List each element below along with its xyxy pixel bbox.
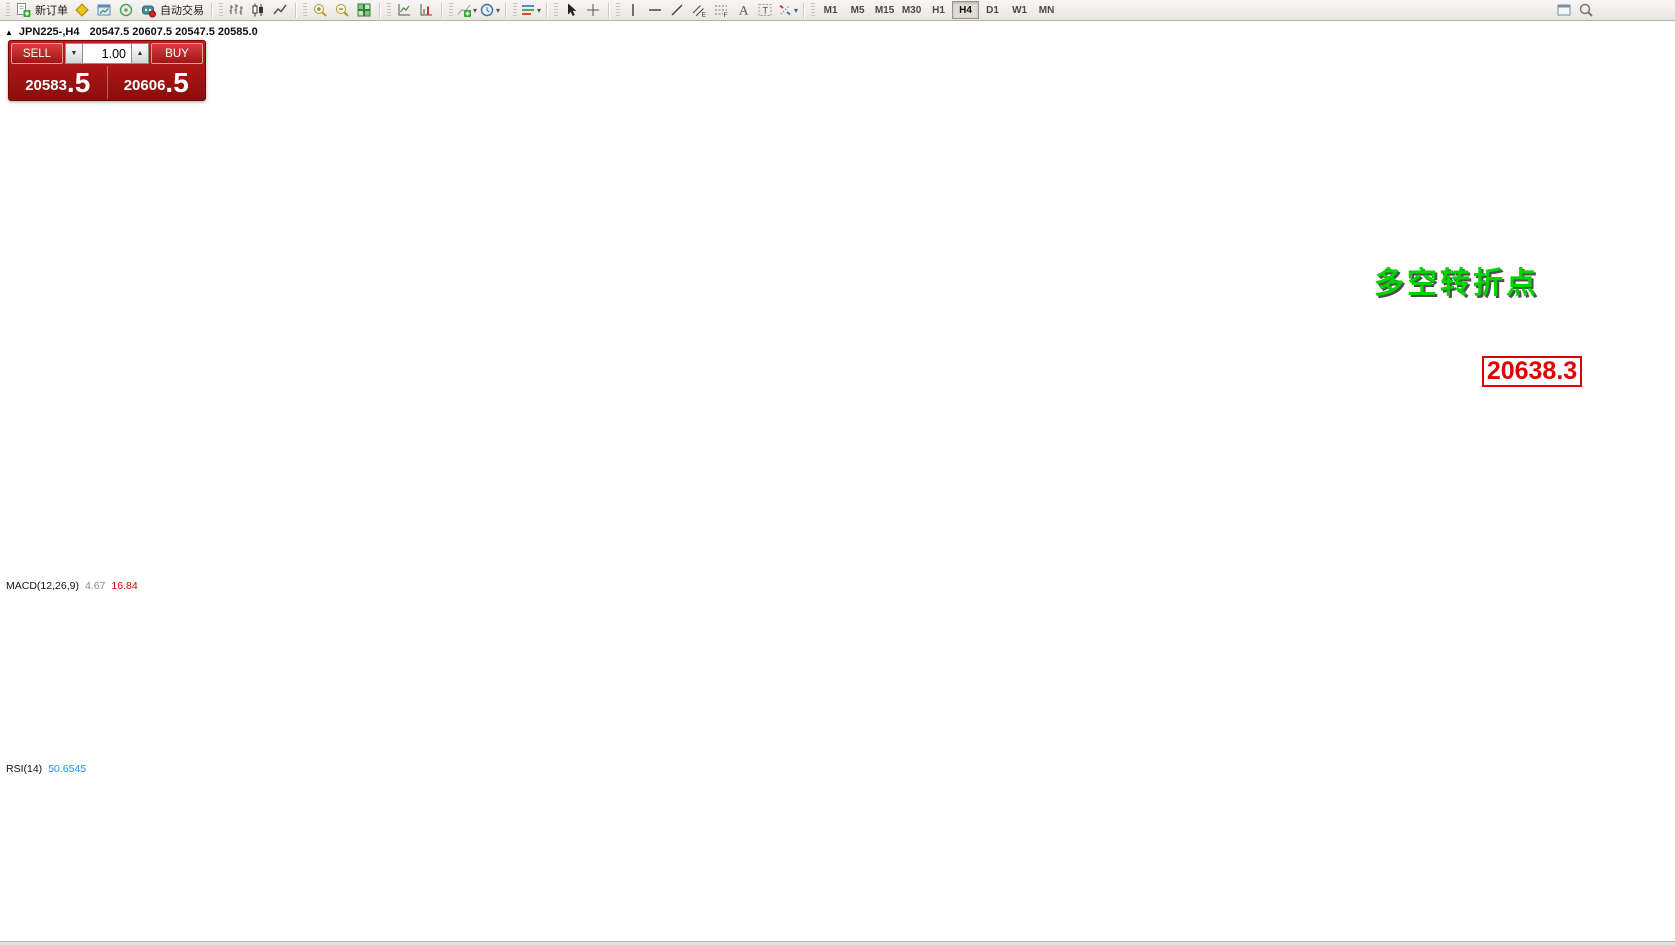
macd-label: MACD(12,26,9) 4.67 16.84 <box>6 580 138 592</box>
toolbar-grip[interactable] <box>449 3 453 17</box>
toolbar-grip[interactable] <box>303 3 307 17</box>
bar-chart-icon[interactable] <box>225 0 247 20</box>
window-edge <box>0 941 1675 945</box>
crosshair-icon[interactable] <box>582 0 604 20</box>
autotrading-icon[interactable] <box>137 0 159 20</box>
indicator-window-icon[interactable] <box>393 0 415 20</box>
volume-up-button[interactable]: ▲ <box>131 43 149 64</box>
symbol-period-label: JPN225-,H4 <box>18 26 80 38</box>
toolbar-separator <box>505 2 508 18</box>
chevron-down-icon[interactable]: ▾ <box>496 5 501 15</box>
svg-text:E: E <box>702 12 707 19</box>
quote-bar: ▲ JPN225-,H4 20547.5 20607.5 20547.5 205… <box>5 26 258 38</box>
volume-input[interactable] <box>83 43 131 64</box>
timeframe-m5-button[interactable]: M5 <box>850 4 865 16</box>
toolbar-grip[interactable] <box>554 3 559 17</box>
label-icon[interactable]: T <box>754 0 776 20</box>
arrow-objects-icon[interactable]: ▾ <box>776 0 799 20</box>
toolbar-separator <box>441 2 443 18</box>
one-click-trading-panel: SELL ▼ ▲ BUY 20583 .5 20606 .5 <box>8 40 206 101</box>
channel-icon[interactable]: E <box>688 0 710 20</box>
toolbar-grip[interactable] <box>387 3 391 17</box>
add-indicator-icon[interactable]: ▾ <box>455 0 478 20</box>
new-order-icon[interactable] <box>12 0 34 20</box>
toolbar-grip[interactable] <box>219 3 223 17</box>
timeframe-d1-button[interactable]: D1 <box>986 4 999 16</box>
toolbar-separator <box>608 2 611 18</box>
volume-down-button[interactable]: ▼ <box>65 43 83 64</box>
ohlc-quote-label: 20547.5 20607.5 20547.5 20585.0 <box>89 26 258 38</box>
toolbar-separator <box>379 2 381 18</box>
trendline-icon[interactable] <box>666 0 688 20</box>
toolbar-grip[interactable] <box>513 3 518 17</box>
new-chart-icon[interactable] <box>93 0 115 20</box>
tile-windows-icon[interactable] <box>353 0 375 20</box>
rsi-label: RSI(14) 50.6545 <box>6 763 87 775</box>
sell-price[interactable]: 20583 .5 <box>25 66 91 98</box>
chevron-down-icon[interactable]: ▾ <box>473 5 478 15</box>
svg-text:A: A <box>739 3 749 18</box>
svg-text:F: F <box>724 12 728 18</box>
timeframe-h4-button[interactable]: H4 <box>952 1 980 19</box>
timeframe-m1-button[interactable]: M1 <box>823 4 838 16</box>
buy-price[interactable]: 20606 .5 <box>106 66 206 99</box>
timeframe-h1-button[interactable]: H1 <box>932 4 945 16</box>
chevron-down-icon[interactable]: ▾ <box>537 5 542 15</box>
autotrading-label[interactable]: 自动交易 <box>160 5 204 17</box>
toolbar-separator <box>295 2 297 18</box>
chevron-down-icon[interactable]: ▾ <box>794 5 799 15</box>
svg-text:T: T <box>763 6 769 16</box>
templates-icon[interactable]: ▾ <box>519 0 542 20</box>
timeframe-mn-button[interactable]: MN <box>1038 4 1055 16</box>
turning-point-annotation: 多空转折点 <box>1374 267 1539 300</box>
collapse-panel-icon[interactable]: ▲ <box>5 27 13 37</box>
line-chart-icon[interactable] <box>269 0 291 20</box>
zoom-out-icon[interactable] <box>331 0 353 20</box>
toolbar-grip[interactable] <box>616 3 621 17</box>
toolbar-separator <box>546 2 549 18</box>
new-order-label[interactable]: 新订单 <box>35 5 68 17</box>
periods-clock-icon[interactable]: ▾ <box>478 0 501 20</box>
fibonacci-icon[interactable]: F <box>710 0 732 20</box>
period-bars-icon[interactable] <box>415 0 437 20</box>
vertical-line-icon[interactable] <box>622 0 644 20</box>
text-icon[interactable]: A <box>732 0 754 20</box>
toolbar: 新订单 自动交易 ▾ ▾ ▾ E F A T ▾ M1 M5 M15 M30 H1 H4 D1 W1 MN <box>0 0 1675 21</box>
toolbar-grip[interactable] <box>6 3 10 17</box>
search-icon[interactable] <box>1575 0 1597 20</box>
horizontal-line-icon[interactable] <box>644 0 666 20</box>
toolbar-grip[interactable] <box>811 3 816 17</box>
zoom-in-icon[interactable] <box>309 0 331 20</box>
toolbar-separator <box>211 2 213 18</box>
toolbar-separator <box>803 2 806 18</box>
timeframe-w1-button[interactable]: W1 <box>1012 4 1028 16</box>
timeframe-m15-button[interactable]: M15 <box>874 4 895 16</box>
candlestick-chart-icon[interactable] <box>247 0 269 20</box>
metaeditor-icon[interactable] <box>71 0 93 20</box>
price-flag-label: 20638.3 <box>1482 356 1582 387</box>
timeframe-m30-button[interactable]: M30 <box>901 4 922 16</box>
sell-button[interactable]: SELL <box>11 43 63 64</box>
buy-button[interactable]: BUY <box>151 43 203 64</box>
new-window-icon[interactable] <box>1553 0 1575 20</box>
cursor-icon[interactable] <box>560 0 582 20</box>
signals-icon[interactable] <box>115 0 137 20</box>
